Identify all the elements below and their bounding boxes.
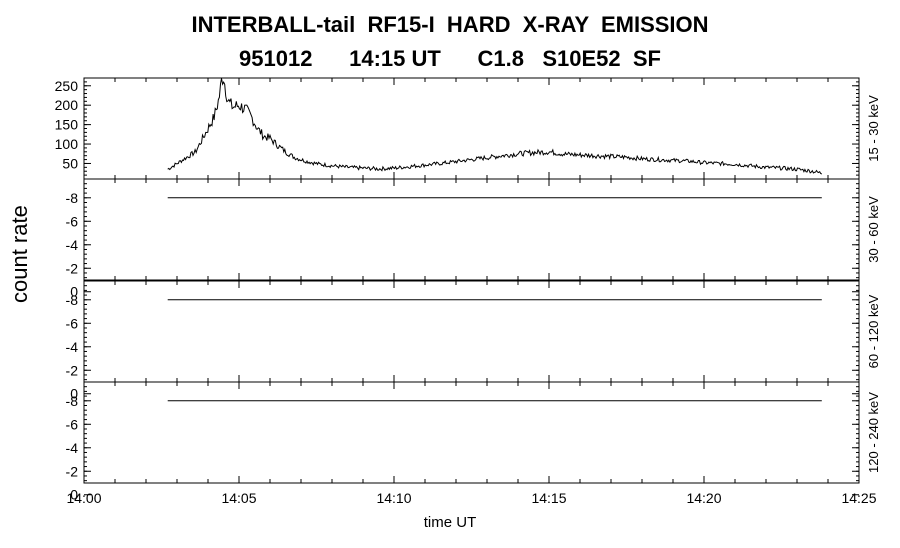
y-tick-label: -6 (66, 315, 79, 331)
y-tick-label: -2 (66, 463, 79, 479)
x-tick-label: 14:25 (841, 490, 876, 506)
band-label: 15 - 30 keV (866, 95, 881, 162)
y-tick-label: 100 (55, 136, 79, 152)
y-tick-label: -2 (66, 362, 79, 378)
x-tick-label: 14:10 (376, 490, 411, 506)
x-tick-label: 14:00 (66, 490, 101, 506)
y-tick-label: -6 (66, 213, 79, 229)
y-tick-label: 0 (70, 487, 78, 503)
y-tick-label: -8 (66, 190, 79, 206)
band-label: 60 - 120 keV (866, 294, 881, 368)
x-tick-label: 14:15 (531, 490, 566, 506)
y-tick-label: 250 (55, 78, 79, 94)
y-tick-label: -6 (66, 416, 79, 432)
y-tick-label: -2 (66, 260, 79, 276)
band-label: 120 - 240 keV (866, 392, 881, 473)
series-line-15-30-kev (167, 78, 823, 175)
y-tick-label: 50 (62, 155, 78, 171)
panel-frame-1 (83, 77, 860, 180)
x-tick-label: 14:20 (686, 490, 721, 506)
y-tick-label: -8 (66, 292, 79, 308)
panel-frame-2 (83, 178, 860, 281)
x-tick-label: 14:05 (221, 490, 256, 506)
x-axis-label: time UT (423, 514, 477, 531)
chart-subtitle: 951012 14:15 UT C1.8 S10E52 SF (239, 46, 661, 71)
band-label: 30 - 60 keV (866, 196, 881, 263)
y-tick-label: -8 (66, 393, 79, 409)
y-tick-label: -4 (66, 440, 79, 456)
y-tick-label: -4 (66, 339, 79, 355)
panel-frame-3 (83, 280, 860, 383)
chart-title: INTERBALL-tail RF15-I HARD X-RAY EMISSIO… (191, 12, 709, 37)
y-tick-label: -4 (66, 237, 79, 253)
y-tick-label: 150 (55, 117, 79, 133)
y-tick-label: 200 (55, 97, 79, 113)
y-tick-label: 0 (70, 386, 78, 402)
y-tick-label: 0 (70, 284, 78, 300)
panel-frame-4 (83, 381, 860, 484)
